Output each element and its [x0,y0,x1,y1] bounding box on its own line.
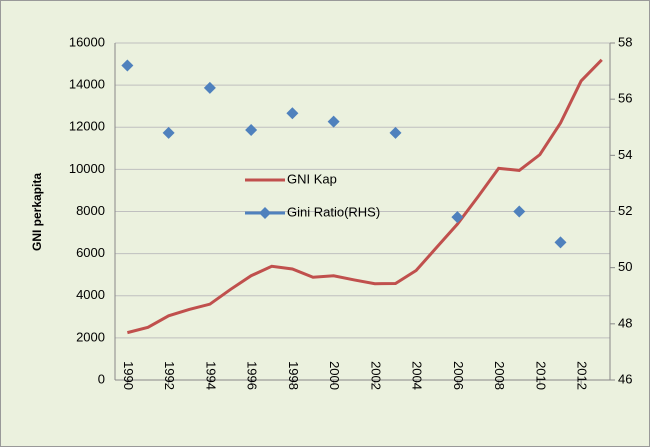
legend-label: Gini Ratio(RHS) [287,204,380,219]
y2-tick-label: 46 [618,371,632,386]
y-tick-label: 14000 [69,77,105,92]
gini-marker [554,236,567,249]
x-tick-label: 1996 [245,361,260,390]
y2-tick-label: 56 [618,91,632,106]
gini-marker [162,126,175,139]
gini-marker [203,81,216,94]
x-tick-label: 2004 [410,361,425,390]
y-tick-label: 0 [98,371,105,386]
y2-tick-label: 52 [618,203,632,218]
gini-marker [513,205,526,218]
x-tick-label: 1990 [121,361,136,390]
gini-marker [389,126,402,139]
x-tick-label: 2002 [368,361,383,390]
legend-marker [259,207,271,219]
gini-marker [121,59,134,72]
x-tick-label: 2010 [533,361,548,390]
gini-marker [286,107,299,120]
y-tick-label: 10000 [69,161,105,176]
y-tick-label: 12000 [69,119,105,134]
x-tick-label: 2008 [492,361,507,390]
gni-line [127,58,603,335]
y-tick-label: 8000 [76,203,105,218]
x-tick-label: 2012 [575,361,590,390]
y2-tick-label: 58 [618,34,632,49]
legend-label: GNI Kap [287,171,337,186]
x-tick-label: 1998 [286,361,301,390]
y-tick-label: 16000 [69,34,105,49]
x-tick-label: 1994 [203,361,218,390]
gini-marker [451,211,464,224]
y2-tick-label: 54 [618,147,632,162]
y2-tick-label: 48 [618,315,632,330]
y-tick-label: 6000 [76,245,105,260]
y-tick-label: 4000 [76,287,105,302]
gini-marker [327,115,340,128]
y2-tick-label: 50 [618,259,632,274]
x-tick-label: 2006 [451,361,466,390]
y-axis-label: GNI perkapita [30,173,44,251]
x-tick-label: 2000 [327,361,342,390]
gini-marker [245,124,258,137]
x-tick-label: 1992 [162,361,177,390]
y-tick-label: 2000 [76,329,105,344]
